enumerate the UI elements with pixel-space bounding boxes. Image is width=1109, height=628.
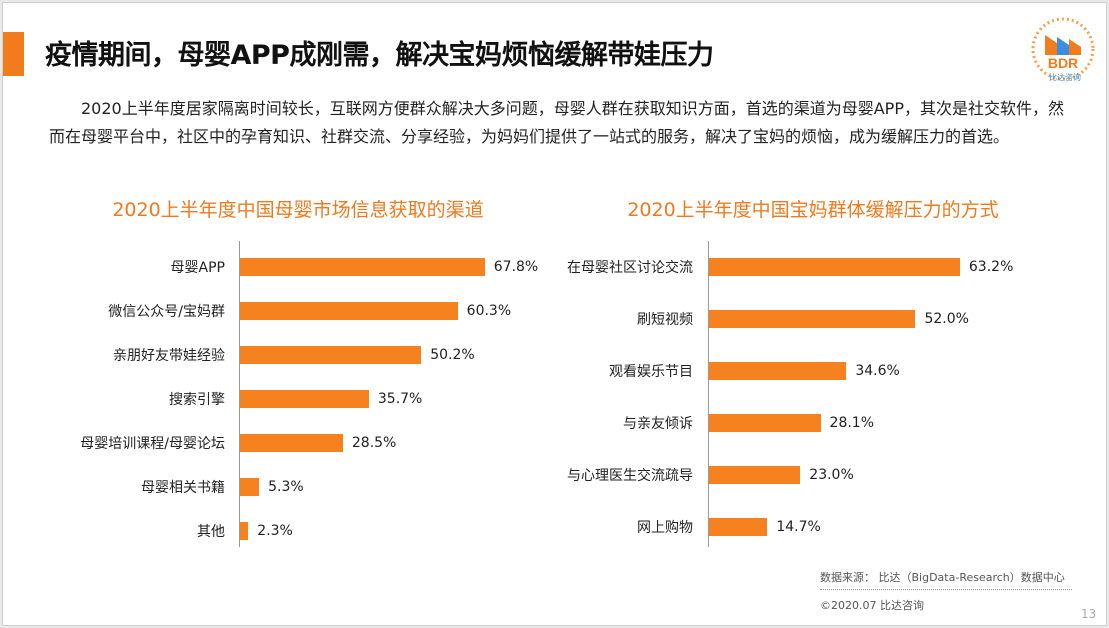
intro-text: 2020上半年度居家隔离时间较长，互联网方便群众解决大多问题，母婴人群在获取知识…	[49, 99, 1064, 146]
category-label: 微信公众号/宝妈群	[108, 304, 225, 320]
bar	[709, 518, 768, 536]
svg-text:BDR: BDR	[1048, 55, 1078, 71]
category-label: 母婴相关书籍	[141, 480, 225, 496]
copyright: ©2020.07 比达咨询	[820, 599, 924, 612]
data-label: 50.2%	[430, 347, 475, 363]
category-label: 与心理医生交流疏导	[567, 468, 693, 484]
category-label: 刷短视频	[637, 312, 693, 328]
bar	[709, 362, 847, 380]
bar	[240, 258, 485, 276]
category-label: 亲朋好友带娃经验	[113, 348, 225, 364]
data-label: 67.8%	[493, 259, 539, 275]
category-label: 搜索引擎	[169, 392, 225, 408]
category-label: 在母婴社区讨论交流	[567, 260, 693, 276]
bar	[240, 346, 422, 364]
bar	[240, 390, 369, 408]
category-label: 与亲友倾诉	[623, 416, 693, 432]
bar	[240, 522, 249, 540]
category-label: 母婴APP	[170, 260, 225, 276]
category-label: 母婴培训课程/母婴论坛	[80, 436, 225, 452]
bar	[240, 478, 260, 496]
title-accent-bar	[3, 32, 24, 76]
data-label: 28.1%	[829, 415, 875, 431]
bar	[709, 258, 960, 276]
chart-title: 2020上半年度中国母婴市场信息获取的渠道	[112, 199, 484, 221]
page-number: 13	[1081, 607, 1097, 621]
bar	[709, 466, 801, 484]
data-label: 28.5%	[351, 435, 397, 451]
category-label: 其他	[197, 524, 225, 540]
category-label: 观看娱乐节目	[609, 364, 693, 380]
data-label: 23.0%	[809, 467, 854, 483]
bar	[240, 302, 458, 320]
data-label: 35.7%	[377, 391, 423, 407]
svg-text:比达咨询: 比达咨询	[1049, 72, 1081, 82]
data-label: 60.3%	[466, 303, 512, 319]
data-label: 63.2%	[968, 259, 1014, 275]
page-title: 疫情期间，母婴APP成刚需，解决宝妈烦恼缓解带娃压力	[45, 40, 714, 71]
data-label: 14.7%	[776, 519, 821, 535]
y-axis	[239, 241, 240, 547]
data-label: 34.6%	[855, 363, 900, 379]
chart-title: 2020上半年度中国宝妈群体缓解压力的方式	[627, 199, 999, 221]
data-source: 数据来源： 比达（BigData-Research）数据中心	[820, 571, 1065, 584]
bar	[709, 414, 821, 432]
bdr-logo: BDR 比达咨询	[1031, 17, 1095, 82]
data-label: 52.0%	[924, 311, 969, 327]
data-label: 2.3%	[257, 523, 293, 539]
bar	[709, 310, 916, 328]
intro-paragraph: 2020上半年度居家隔离时间较长，互联网方便群众解决大多问题，母婴人群在获取知识…	[49, 95, 1069, 151]
category-label: 网上购物	[637, 520, 693, 536]
divider	[820, 589, 1072, 590]
bar	[240, 434, 343, 452]
data-label: 5.3%	[268, 479, 304, 495]
y-axis	[708, 241, 709, 547]
